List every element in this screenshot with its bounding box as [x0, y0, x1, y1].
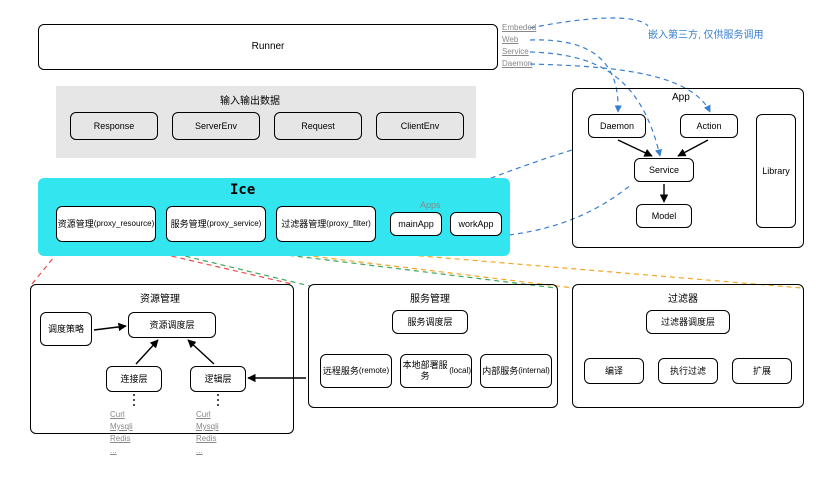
runner-box: Runner	[38, 24, 498, 70]
io-item: Request	[274, 112, 362, 140]
driver-item: Curl	[110, 410, 125, 419]
ice-title: Ice	[230, 182, 255, 198]
service-item: 远程服务(remote)	[320, 354, 392, 388]
edge	[32, 252, 58, 284]
driver-item: Mysqli	[110, 422, 133, 431]
runner-port: Embeded	[502, 23, 536, 32]
driver-item: Redis	[196, 434, 216, 443]
edge	[530, 18, 648, 28]
resource-sched: 资源调度层	[128, 312, 216, 338]
service-sched: 服务调度层	[392, 310, 468, 334]
filter-item: 扩展	[732, 358, 792, 384]
app-model: Model	[636, 204, 692, 228]
ice-module: 服务管理(proxy_service)	[166, 206, 266, 242]
service-item: 本地部署服务(local)	[400, 354, 472, 388]
resource-logic: 逻辑层	[190, 366, 246, 392]
runner-port: Daemon	[502, 59, 532, 68]
resource-conn: 连接层	[106, 366, 162, 392]
ice-app: workApp	[450, 212, 502, 236]
apps-label: Apps	[420, 200, 441, 210]
ice-module: 过滤器管理(proxy_filter)	[276, 206, 376, 242]
app-daemon: Daemon	[588, 114, 646, 138]
service-item: 内部服务(internal)	[480, 354, 552, 388]
resource-panel	[30, 284, 294, 434]
filter-item: 执行过滤	[658, 358, 718, 384]
app-service: Service	[634, 158, 694, 182]
resource-title: 资源管理	[140, 290, 180, 305]
runner-port: Web	[502, 35, 518, 44]
edge	[154, 252, 292, 284]
driver-item: Curl	[196, 410, 211, 419]
io-item: Response	[70, 112, 158, 140]
runner-port: Service	[502, 47, 529, 56]
annotation-text: 嵌入第三方, 仅供服务调用	[648, 26, 764, 41]
edge	[168, 252, 310, 286]
driver-item: Mysqli	[196, 422, 219, 431]
filter-sched: 过滤器调度层	[646, 310, 730, 334]
driver-item: ...	[196, 446, 203, 455]
driver-item: Redis	[110, 434, 130, 443]
io-item: ServerEnv	[172, 112, 260, 140]
ice-app: mainApp	[390, 212, 442, 236]
edge	[374, 252, 802, 288]
io-title: 输入输出数据	[220, 92, 280, 107]
service-title: 服务管理	[410, 290, 450, 305]
io-item: ClientEnv	[376, 112, 464, 140]
app-title: App	[672, 92, 690, 103]
ice-module: 资源管理(proxy_resource)	[56, 206, 156, 242]
edge	[262, 252, 556, 288]
app-library: Library	[756, 114, 796, 228]
edge	[278, 252, 574, 288]
resource-policy: 调度策略	[40, 312, 92, 346]
driver-item: ...	[110, 446, 117, 455]
app-action: Action	[680, 114, 738, 138]
filter-item: 编译	[584, 358, 644, 384]
filter-title: 过滤器	[668, 290, 698, 305]
runner-label: Runner	[252, 41, 285, 53]
